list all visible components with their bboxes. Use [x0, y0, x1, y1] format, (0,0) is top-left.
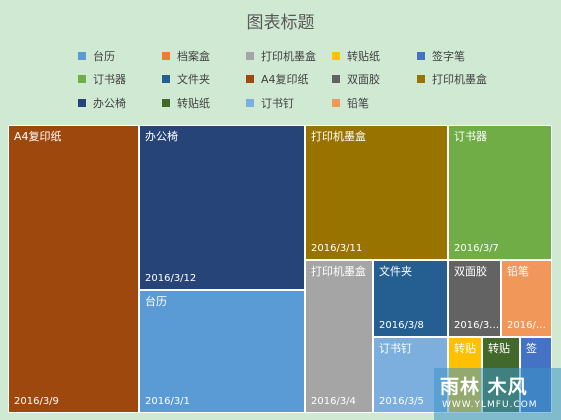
legend-swatch: [78, 52, 86, 60]
tile-name: 转贴: [454, 342, 476, 355]
legend-item: 转贴纸: [162, 95, 210, 111]
legend-item: 台历: [78, 48, 115, 64]
legend-item: 档案盒: [162, 48, 210, 64]
tile-name: 台历: [145, 295, 167, 308]
tile-date: 2016/3/9: [14, 396, 59, 407]
treemap-tile: 订书器 2016/3/7: [448, 125, 552, 260]
legend-label: 打印机墨盒: [432, 73, 487, 86]
tile-name: 文件夹: [379, 265, 412, 278]
legend-label: 办公椅: [93, 97, 126, 110]
treemap-tile: 双面胶 2016/3…: [448, 260, 501, 337]
legend-swatch: [162, 99, 170, 107]
legend-swatch: [417, 75, 425, 83]
watermark-logo: 雨林 木风 WWW.YLMFU.COM: [434, 368, 561, 420]
legend-item: 订书钉: [246, 95, 294, 111]
treemap-tile: 台历 2016/3/1: [139, 290, 305, 413]
legend-item: 转贴纸: [332, 48, 380, 64]
tile-name: 打印机墨盒: [311, 130, 366, 143]
legend-swatch: [246, 52, 254, 60]
tile-name: 订书钉: [379, 342, 412, 355]
legend-item: 签字笔: [417, 48, 465, 64]
legend-swatch: [162, 52, 170, 60]
tile-name: 签: [526, 342, 537, 355]
legend-item: 双面胶: [332, 71, 380, 87]
tile-name: 铅笔: [507, 265, 529, 278]
treemap-tile: 文件夹 2016/3/8: [373, 260, 448, 337]
treemap-tile: 打印机墨盒 2016/3/4: [305, 260, 373, 413]
legend-label: 签字笔: [432, 50, 465, 63]
tile-date: 2016/3/11: [311, 243, 363, 254]
legend-item: 铅笔: [332, 95, 369, 111]
tile-name: 订书器: [454, 130, 487, 143]
legend-swatch: [332, 75, 340, 83]
legend-swatch: [78, 99, 86, 107]
legend-swatch: [246, 99, 254, 107]
legend-label: A4复印纸: [261, 73, 309, 86]
treemap-tile: 打印机墨盒 2016/3/11: [305, 125, 448, 260]
legend-label: 文件夹: [177, 73, 210, 86]
legend-item: 订书器: [78, 71, 126, 87]
legend-label: 台历: [93, 50, 115, 63]
chart-title: 图表标题: [246, 13, 315, 33]
legend-label: 订书器: [93, 73, 126, 86]
legend-label: 打印机墨盒: [261, 50, 316, 63]
watermark-url: WWW.YLMFU.COM: [442, 400, 538, 410]
tile-date: 2016/3/1: [145, 396, 190, 407]
tile-date: 2016/3/12: [145, 273, 197, 284]
legend-swatch: [78, 75, 86, 83]
legend-label: 转贴纸: [347, 50, 380, 63]
tile-date: 2016/3/4: [311, 396, 356, 407]
legend-label: 双面胶: [347, 73, 380, 86]
legend-item: 打印机墨盒: [417, 71, 487, 87]
treemap-tile: A4复印纸 2016/3/9: [8, 125, 139, 413]
treemap-tile: 办公椅 2016/3/12: [139, 125, 305, 290]
watermark-text: 雨林 木风: [440, 376, 528, 398]
legend-swatch: [162, 75, 170, 83]
treemap-tile: 铅笔 2016/…: [501, 260, 552, 337]
tile-date: 2016/3/7: [454, 243, 499, 254]
tile-date: 2016/3…: [454, 320, 500, 331]
tile-date: 2016/…: [507, 320, 546, 331]
legend-label: 订书钉: [261, 97, 294, 110]
tile-date: 2016/3/8: [379, 320, 424, 331]
legend-swatch: [332, 52, 340, 60]
legend-swatch: [332, 99, 340, 107]
legend-item: 文件夹: [162, 71, 210, 87]
tile-name: A4复印纸: [14, 130, 62, 143]
legend-swatch: [417, 52, 425, 60]
tile-name: 双面胶: [454, 265, 487, 278]
tile-date: 2016/3/5: [379, 396, 424, 407]
legend-label: 档案盒: [177, 50, 210, 63]
legend-item: A4复印纸: [246, 71, 309, 87]
legend-label: 铅笔: [347, 97, 369, 110]
tile-name: 办公椅: [145, 130, 178, 143]
tile-name: 打印机墨盒: [311, 265, 366, 278]
legend-item: 打印机墨盒: [246, 48, 316, 64]
legend-item: 办公椅: [78, 95, 126, 111]
legend-swatch: [246, 75, 254, 83]
legend: 台历 档案盒 打印机墨盒 转贴纸 签字笔 订书器 文件夹 A4复印纸 双面胶 打印机墨盒 办公椅 转贴…: [0, 0, 561, 120]
tile-name: 转贴: [488, 342, 510, 355]
legend-label: 转贴纸: [177, 97, 210, 110]
